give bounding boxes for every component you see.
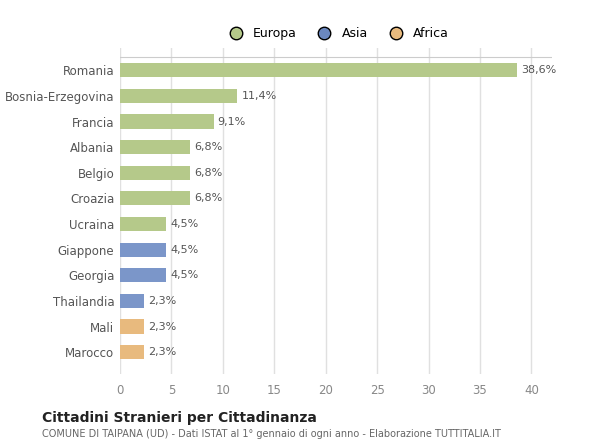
Bar: [120, 114, 214, 128]
Text: 6,8%: 6,8%: [194, 194, 223, 203]
Bar: [120, 217, 166, 231]
Text: COMUNE DI TAIPANA (UD) - Dati ISTAT al 1° gennaio di ogni anno - Elaborazione TU: COMUNE DI TAIPANA (UD) - Dati ISTAT al 1…: [42, 429, 501, 439]
Text: 4,5%: 4,5%: [170, 219, 199, 229]
Text: 4,5%: 4,5%: [170, 245, 199, 255]
Text: 2,3%: 2,3%: [148, 322, 176, 331]
Text: 9,1%: 9,1%: [218, 117, 246, 127]
Bar: [120, 140, 190, 154]
Bar: [120, 89, 237, 103]
Text: 2,3%: 2,3%: [148, 296, 176, 306]
Bar: [120, 166, 190, 180]
Bar: [120, 268, 166, 282]
Text: 38,6%: 38,6%: [521, 65, 556, 75]
Text: 4,5%: 4,5%: [170, 270, 199, 280]
Bar: [120, 242, 166, 257]
Bar: [120, 63, 517, 77]
Text: Cittadini Stranieri per Cittadinanza: Cittadini Stranieri per Cittadinanza: [42, 411, 317, 425]
Text: 2,3%: 2,3%: [148, 347, 176, 357]
Text: 11,4%: 11,4%: [241, 91, 277, 101]
Text: 6,8%: 6,8%: [194, 168, 223, 178]
Bar: [120, 191, 190, 205]
Legend: Europa, Asia, Africa: Europa, Asia, Africa: [218, 22, 454, 45]
Bar: [120, 345, 143, 359]
Bar: [120, 294, 143, 308]
Text: 6,8%: 6,8%: [194, 142, 223, 152]
Bar: [120, 319, 143, 334]
